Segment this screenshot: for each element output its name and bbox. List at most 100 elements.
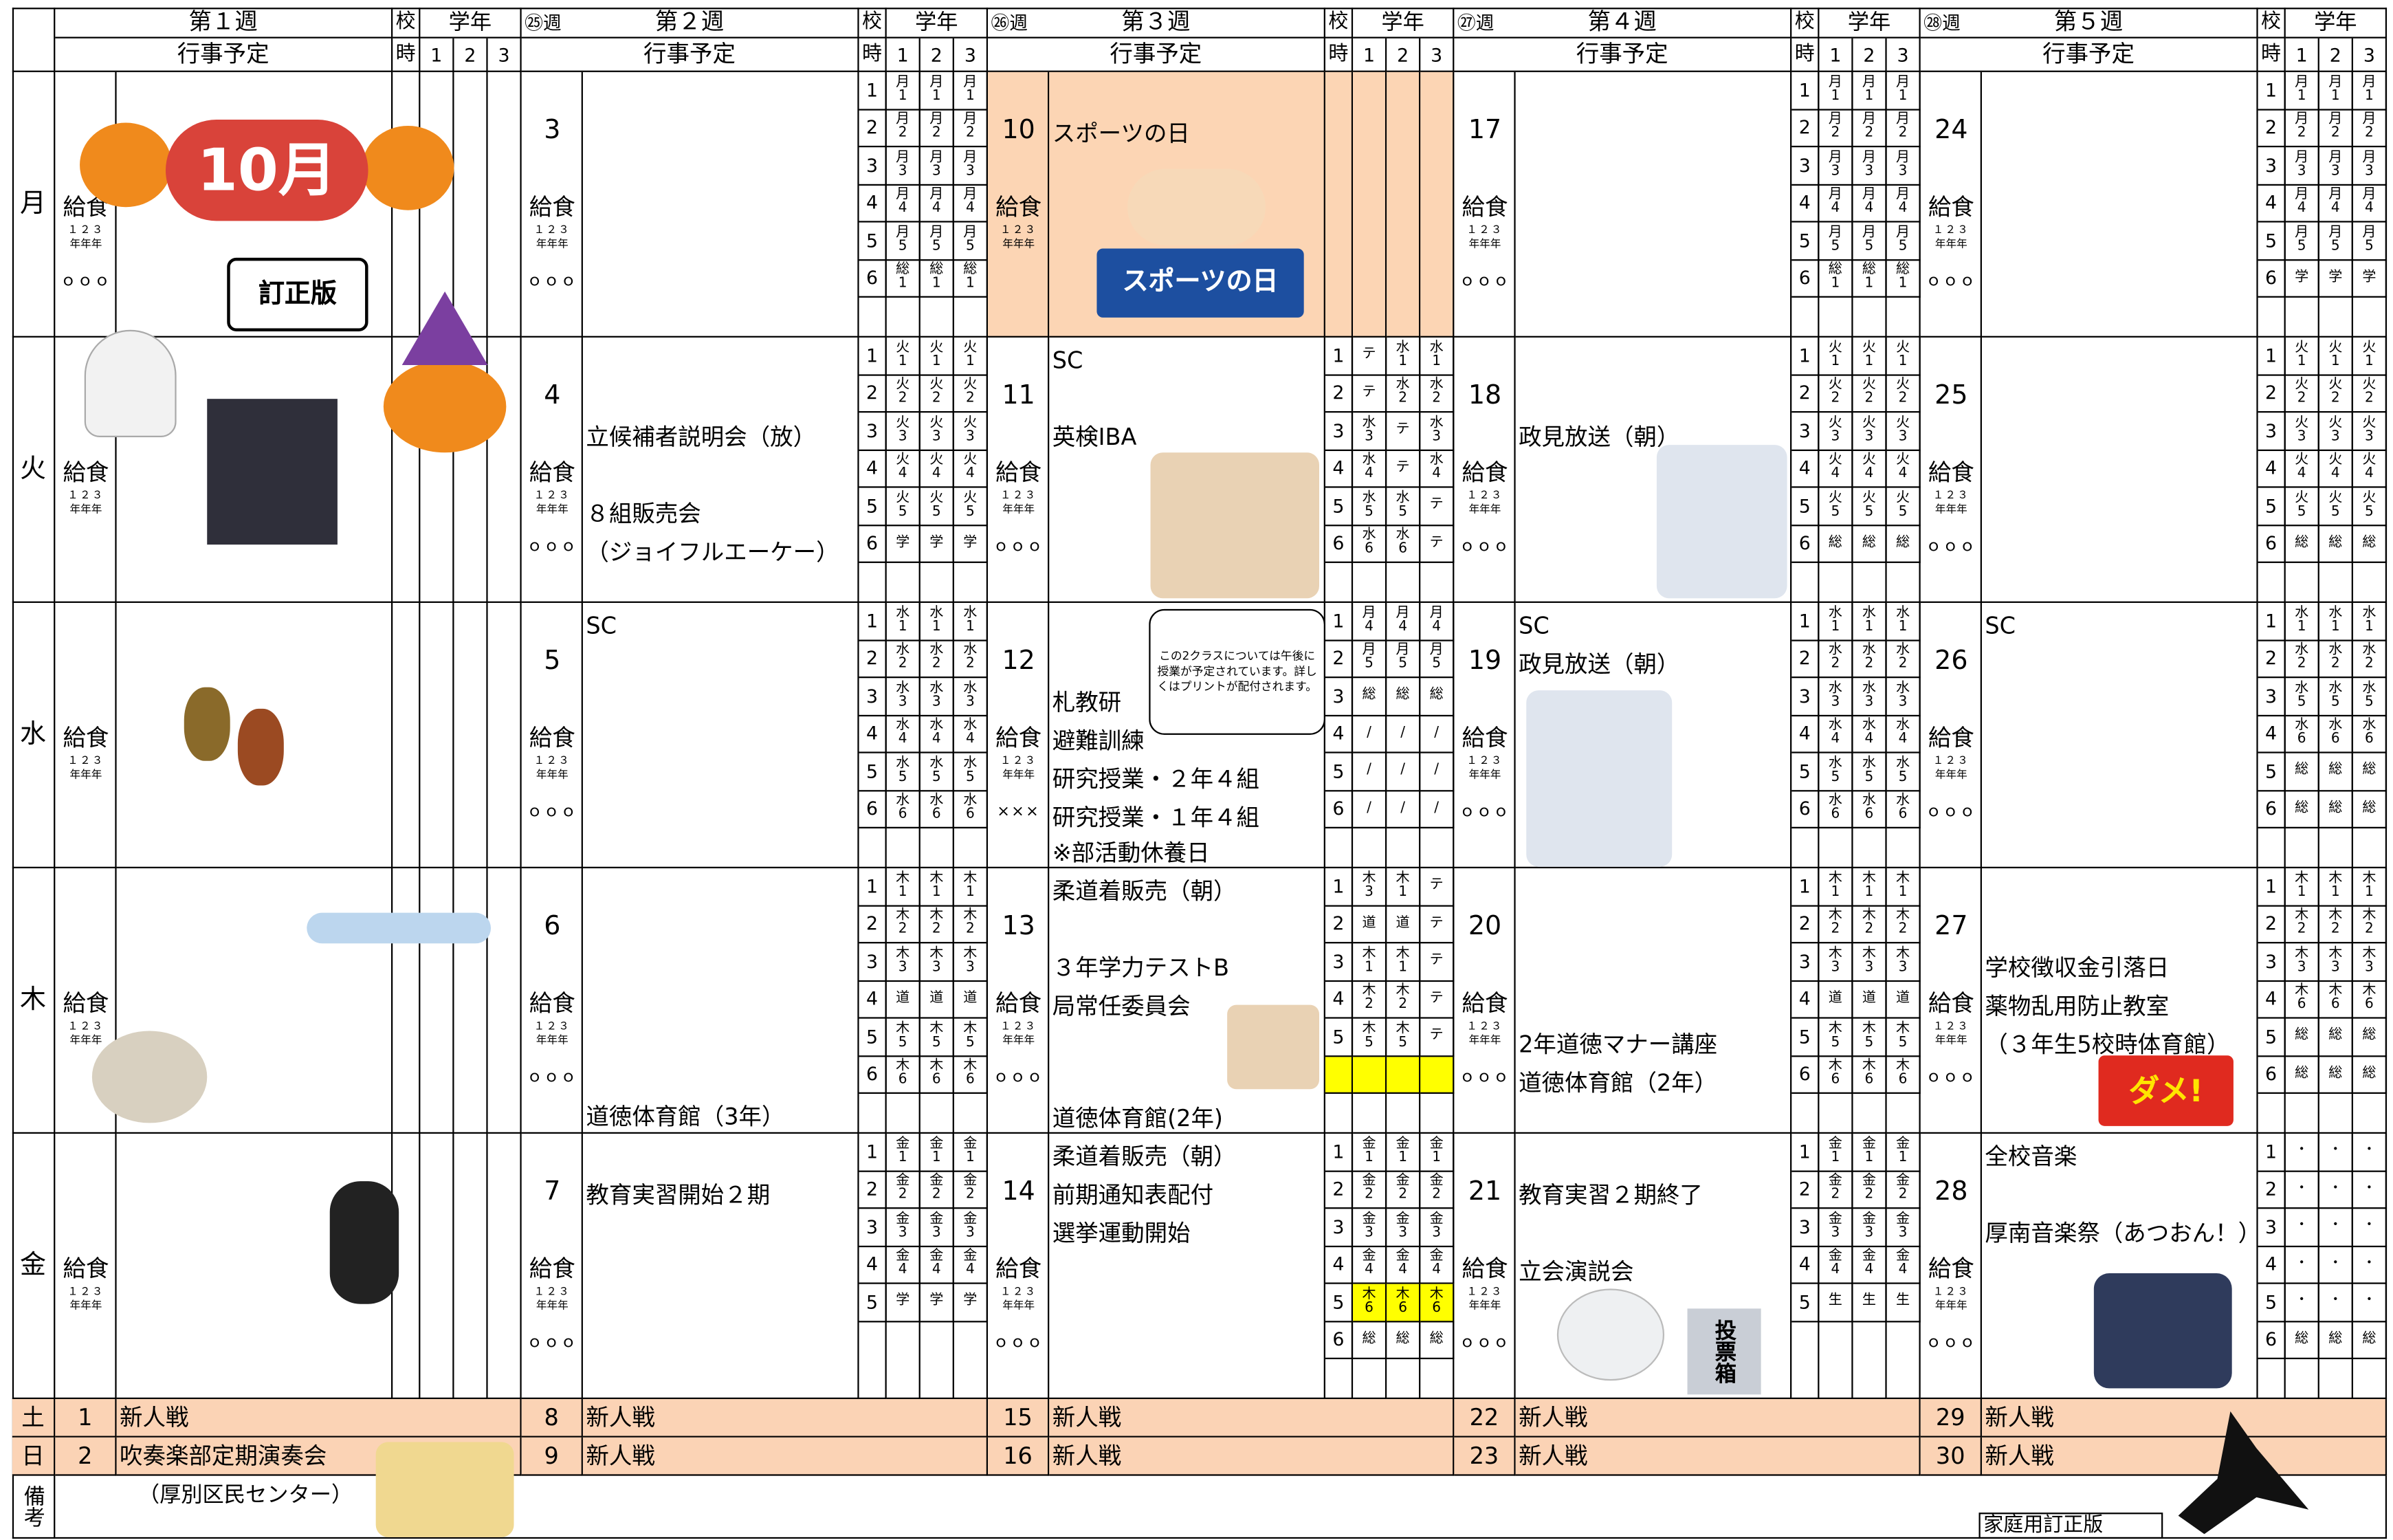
date-cell xyxy=(988,1134,1050,1400)
date: 21 xyxy=(1468,1176,1502,1207)
period-cell: 水 2 xyxy=(920,640,954,679)
period-cell: 金 4 xyxy=(1387,1246,1421,1284)
period-number: 5 xyxy=(2258,222,2286,261)
period-number: 6 xyxy=(859,791,887,828)
period-cell: ・ xyxy=(2352,1284,2388,1322)
dragonfly xyxy=(307,912,492,944)
grade-suffix: 年年年 xyxy=(1468,1299,1501,1312)
period-cell: 火 3 xyxy=(953,412,989,450)
period-cell: 月 2 xyxy=(1853,109,1887,148)
period-cell: 火 5 xyxy=(886,487,920,526)
grade-numbers: １２３ xyxy=(67,223,104,236)
period-cell: 月 2 xyxy=(886,109,920,148)
grade-numbers: １２３ xyxy=(1000,754,1037,767)
period-cell: 木 1 xyxy=(2285,868,2319,906)
period-column xyxy=(393,1134,421,1400)
pumpkin xyxy=(80,122,172,208)
lunch-label: 給食 xyxy=(529,989,575,1017)
speaker xyxy=(1526,690,1673,867)
period-number: 4 xyxy=(1325,450,1354,488)
grade-suffix: 年年年 xyxy=(69,1299,102,1312)
event-cell xyxy=(582,1134,859,1400)
grade-suffix: 年年年 xyxy=(536,768,569,781)
event-cell xyxy=(1049,602,1325,868)
lunch-label: 給食 xyxy=(995,192,1042,221)
grade-suffix: 年年年 xyxy=(536,1033,569,1046)
period-cell: 月 1 xyxy=(2319,72,2353,110)
period-number: 5 xyxy=(859,1018,887,1057)
period-cell: 木 2 xyxy=(1819,905,1853,944)
period-cell: 水 4 xyxy=(1819,715,1853,754)
period-cell: 木 2 xyxy=(1886,905,1921,944)
period-cell: 総 xyxy=(1886,525,1921,563)
grade-numbers: １２３ xyxy=(533,489,571,502)
period-cell: 木 6 xyxy=(1353,1284,1387,1322)
period-header: 時 xyxy=(1791,38,1820,72)
period-cell: 月 4 xyxy=(953,184,989,223)
period-cell: 月 4 xyxy=(886,184,920,223)
period-cell: 水 5 xyxy=(886,753,920,791)
period-cell: 木 5 xyxy=(886,1018,920,1057)
period-cell: テ xyxy=(1387,412,1421,450)
october-badge: 10月 xyxy=(165,120,368,221)
period-cell: / xyxy=(1387,791,1421,828)
period-cell: ・ xyxy=(2352,1171,2388,1209)
period-number: 6 xyxy=(1325,1321,1354,1360)
period-number: 3 xyxy=(1791,678,1820,716)
week-marker: ㉘週 xyxy=(1923,12,1961,34)
grade-numbers: １２３ xyxy=(1000,489,1037,502)
ballot-box: 投票箱 xyxy=(1687,1308,1761,1395)
period-cell: 火 1 xyxy=(1819,337,1853,375)
period-cell: 水 5 xyxy=(1819,753,1853,791)
grade-numbers: １２３ xyxy=(1000,223,1037,236)
class-column xyxy=(420,1134,454,1400)
lunch-label: 給食 xyxy=(1928,458,1974,486)
grade-numbers: １２３ xyxy=(67,754,104,767)
event-cell xyxy=(582,72,859,338)
choir xyxy=(2093,1273,2232,1389)
period-cell: 月 3 xyxy=(1886,147,1921,185)
period-cell: 月 3 xyxy=(920,147,954,185)
date-cell xyxy=(521,868,583,1134)
class-header: 3 xyxy=(953,38,989,72)
period-number: 6 xyxy=(1791,525,1820,563)
date-cell xyxy=(1920,337,1982,603)
period-number: 2 xyxy=(2258,109,2286,148)
period-cell: 金 1 xyxy=(1819,1134,1853,1172)
grade-numbers: １２３ xyxy=(1932,1285,1970,1298)
event: 薬物乱用防止教室 xyxy=(1985,991,2170,1020)
period-cell: 水 2 xyxy=(2319,640,2353,679)
event: 道徳体育館（3年） xyxy=(586,1102,785,1130)
period-cell: 月 4 xyxy=(2285,184,2319,223)
period-cell: 総 xyxy=(2352,753,2388,791)
period-cell: 水 2 xyxy=(1886,640,1921,679)
period-cell: 水 5 xyxy=(953,753,989,791)
weekend-date: 2 xyxy=(55,1437,117,1476)
class-column xyxy=(487,337,522,603)
date: 20 xyxy=(1468,910,1502,941)
period-cell: 水 3 xyxy=(1886,678,1921,716)
period-cell: 月 5 xyxy=(1853,222,1887,261)
weekend-event: 新人戦 xyxy=(1981,1437,2388,1476)
student-desk xyxy=(1227,1004,1320,1090)
period-cell: 総 xyxy=(1353,678,1387,716)
lunch-marks: ｏｏｏ xyxy=(1926,1334,1977,1352)
weekend-event: 新人戦 xyxy=(1049,1399,1455,1438)
period-cell: 火 1 xyxy=(953,337,989,375)
period-cell: 月 4 xyxy=(1387,602,1421,641)
period-cell: 総 xyxy=(2352,1321,2388,1360)
period-cell: 木 6 xyxy=(920,1056,954,1094)
event-cell xyxy=(1981,868,2258,1134)
period-cell: テ xyxy=(1420,868,1455,906)
period-number: 6 xyxy=(2258,525,2286,563)
castle xyxy=(207,399,338,545)
period-number: 3 xyxy=(859,678,887,716)
grade-numbers: １２３ xyxy=(533,223,571,236)
period-cell: 火 3 xyxy=(2319,412,2353,450)
date-cell xyxy=(1454,72,1516,338)
period-cell: 木 1 xyxy=(1387,868,1421,906)
period-number: 3 xyxy=(1325,678,1354,716)
period-number: 4 xyxy=(2258,450,2286,488)
period-cell: 月 3 xyxy=(2285,147,2319,185)
